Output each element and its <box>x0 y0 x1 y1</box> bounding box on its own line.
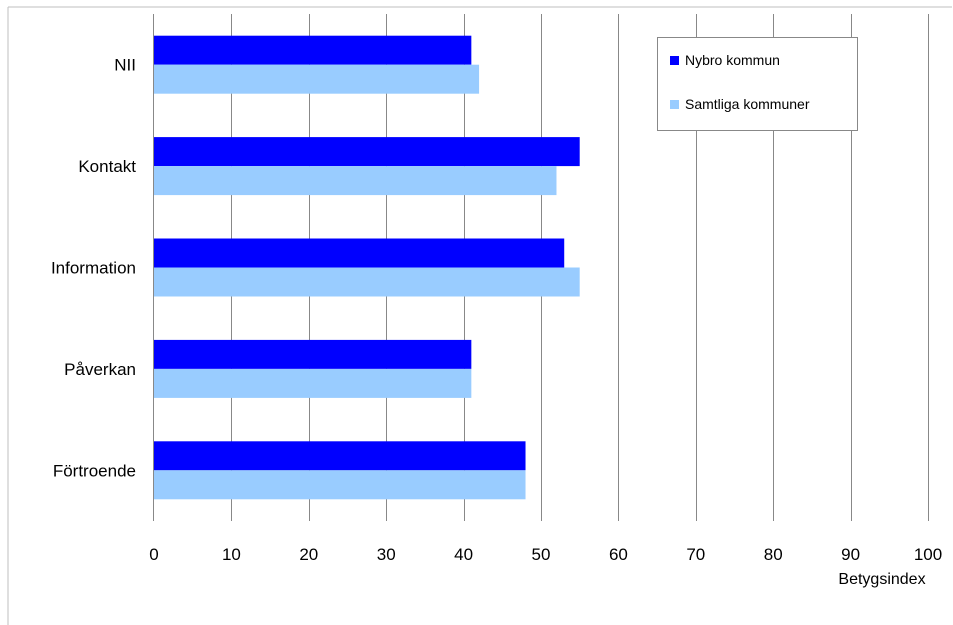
bar <box>154 137 580 167</box>
x-tick-label: 90 <box>841 545 860 564</box>
legend-label: Nybro kommun <box>685 52 780 68</box>
bar <box>154 339 472 369</box>
x-tick-labels: 0 10 20 30 40 50 60 70 80 90 100 <box>149 545 942 564</box>
bar <box>154 166 557 196</box>
bar <box>154 441 526 471</box>
x-tick-label: 10 <box>222 545 241 564</box>
category-label: Förtroende <box>53 461 136 480</box>
x-tick-label: 30 <box>377 545 396 564</box>
x-tick-label: 60 <box>609 545 628 564</box>
bar <box>154 267 580 297</box>
category-label: Information <box>51 259 136 278</box>
category-label: Kontakt <box>78 157 136 176</box>
legend-swatch <box>670 100 679 109</box>
x-tick-label: 40 <box>454 545 473 564</box>
bar <box>154 35 472 65</box>
legend-box <box>657 37 858 131</box>
category-label: NII <box>114 56 136 75</box>
bar <box>154 238 565 268</box>
bars <box>154 35 580 500</box>
bar <box>154 470 526 500</box>
legend-label: Samtliga kommuner <box>685 96 810 112</box>
legend: Nybro kommun Samtliga kommuner <box>657 37 858 131</box>
category-labels: NII Kontakt Information Påverkan Förtroende <box>51 56 136 481</box>
x-tick-label: 100 <box>914 545 942 564</box>
legend-swatch <box>670 56 679 65</box>
x-axis-title: Betygsindex <box>838 571 925 588</box>
x-tick-label: 80 <box>764 545 783 564</box>
x-tick-label: 70 <box>686 545 705 564</box>
x-tick-label: 0 <box>149 545 158 564</box>
category-label: Påverkan <box>64 360 136 379</box>
bar <box>154 368 472 398</box>
x-tick-label: 50 <box>532 545 551 564</box>
x-tick-label: 20 <box>299 545 318 564</box>
bar <box>154 64 480 94</box>
